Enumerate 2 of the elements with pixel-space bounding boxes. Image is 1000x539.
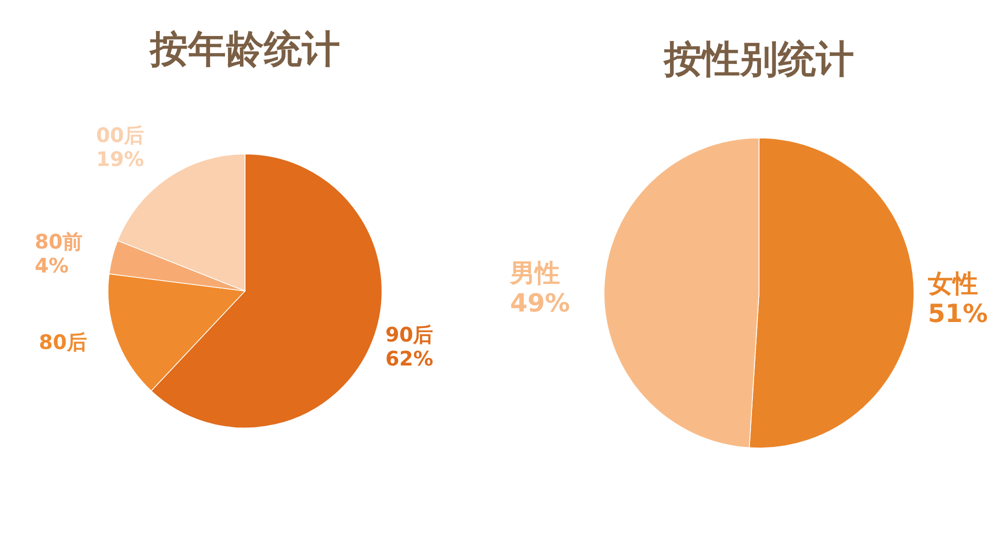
title: 按性别统计: [664, 37, 854, 81]
title: 按年龄统计: [150, 27, 340, 71]
